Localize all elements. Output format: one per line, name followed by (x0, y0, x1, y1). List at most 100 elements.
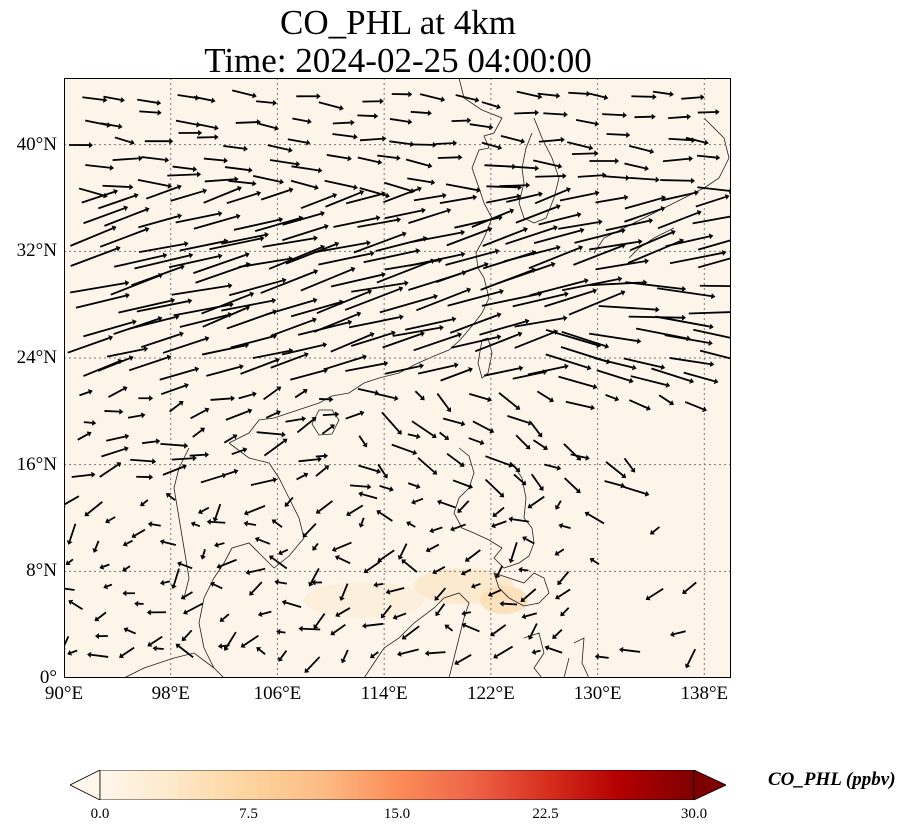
wind-arrow (268, 244, 325, 270)
wind-arrow (595, 258, 649, 271)
wind-arrow (417, 362, 459, 375)
wind-arrow (311, 579, 322, 586)
wind-arrow (65, 558, 74, 566)
map-subtitle: Time: 2024-02-25 04:00:00 (204, 41, 592, 80)
wind-arrow (282, 223, 329, 242)
wind-arrow (167, 171, 202, 178)
wind-arrow (83, 419, 97, 426)
wind-arrow (340, 649, 349, 664)
wind-arrow (175, 643, 194, 659)
wind-arrow (435, 603, 446, 617)
wind-arrow (349, 483, 372, 490)
wind-arrow (362, 622, 384, 629)
wind-arrow (102, 184, 134, 191)
wind-arrow (339, 583, 349, 601)
wind-arrow (397, 648, 419, 657)
wind-arrow (505, 225, 558, 245)
wind-arrow (358, 464, 382, 475)
wind-arrow (256, 99, 277, 106)
wind-arrow (260, 187, 294, 201)
wind-arrow (172, 165, 198, 173)
wind-arrow (313, 613, 326, 629)
wind-arrow (269, 555, 288, 570)
wind-arrow (99, 226, 150, 248)
wind-arrow (103, 95, 125, 103)
wind-arrow (326, 154, 352, 162)
wind-arrow (629, 399, 651, 411)
wind-arrow (254, 215, 304, 233)
wind-arrow (331, 541, 352, 552)
wind-arrow (512, 291, 569, 308)
wind-arrow (318, 250, 375, 266)
latitude-tick-label: 8°N (26, 560, 57, 582)
wind-arrow (695, 194, 730, 208)
wind-arrow (544, 645, 563, 654)
wind-arrow (348, 314, 404, 329)
wind-arrow (594, 653, 609, 660)
wind-arrow (196, 123, 219, 131)
wind-arrow (552, 628, 563, 639)
wind-arrow (281, 342, 328, 356)
wind-arrow (99, 462, 122, 478)
wind-arrow (350, 330, 396, 347)
wind-arrow (479, 318, 530, 336)
wind-arrow (296, 417, 317, 434)
wind-arrow (410, 110, 432, 117)
wind-arrow (145, 184, 182, 200)
wind-arrow (141, 156, 170, 163)
wind-arrow (108, 386, 128, 398)
wind-arrow (536, 390, 554, 403)
wind-arrow (450, 523, 467, 532)
wind-arrow (506, 191, 543, 203)
wind-arrow (589, 157, 620, 164)
wind-arrow (651, 367, 695, 384)
wind-arrow (212, 503, 222, 522)
wind-arrow (130, 264, 185, 287)
wind-arrow (605, 461, 627, 479)
wind-arrow (470, 582, 481, 589)
wind-arrow (558, 523, 571, 530)
wind-arrow (413, 192, 447, 202)
wind-arrow (623, 457, 636, 473)
wind-arrow (296, 472, 309, 481)
wind-arrow (68, 599, 83, 611)
wind-arrow (136, 474, 154, 481)
wind-arrow (699, 284, 731, 288)
wind-arrow (344, 286, 404, 311)
wind-arrow (696, 154, 721, 161)
wind-arrow (146, 609, 167, 616)
wind-arrow (130, 458, 157, 465)
wind-arrow (83, 319, 137, 338)
wind-arrow (596, 369, 634, 384)
wind-arrow (575, 118, 600, 127)
graticule (64, 78, 731, 678)
wind-arrow (252, 175, 284, 185)
wind-arrow (483, 365, 524, 377)
wind-arrow (178, 129, 203, 136)
wind-arrow (79, 389, 93, 397)
wind-arrow (514, 315, 568, 328)
wind-arrow (296, 93, 321, 100)
wind-arrow (461, 610, 472, 617)
wind-arrow (189, 451, 210, 458)
wind-arrow (384, 181, 415, 194)
wind-arrow (282, 210, 325, 226)
wind-arrow (171, 282, 233, 296)
wind-arrow (240, 634, 259, 648)
wind-arrow (359, 135, 387, 142)
wind-arrow (408, 207, 452, 225)
wind-arrow (190, 521, 201, 528)
wind-arrow (392, 324, 444, 337)
wind-arrow (444, 624, 454, 632)
wind-arrow (219, 613, 230, 622)
wind-arrow (693, 328, 731, 339)
wind-arrow (442, 417, 466, 427)
wind-arrow (413, 332, 463, 352)
wind-arrow (359, 187, 390, 199)
wind-arrow (254, 536, 271, 545)
wind-arrow (589, 238, 643, 251)
wind-arrow (228, 179, 257, 187)
wind-arrow (491, 520, 507, 529)
wind-arrow (568, 90, 591, 97)
longitude-tick-label: 130°E (573, 683, 622, 704)
